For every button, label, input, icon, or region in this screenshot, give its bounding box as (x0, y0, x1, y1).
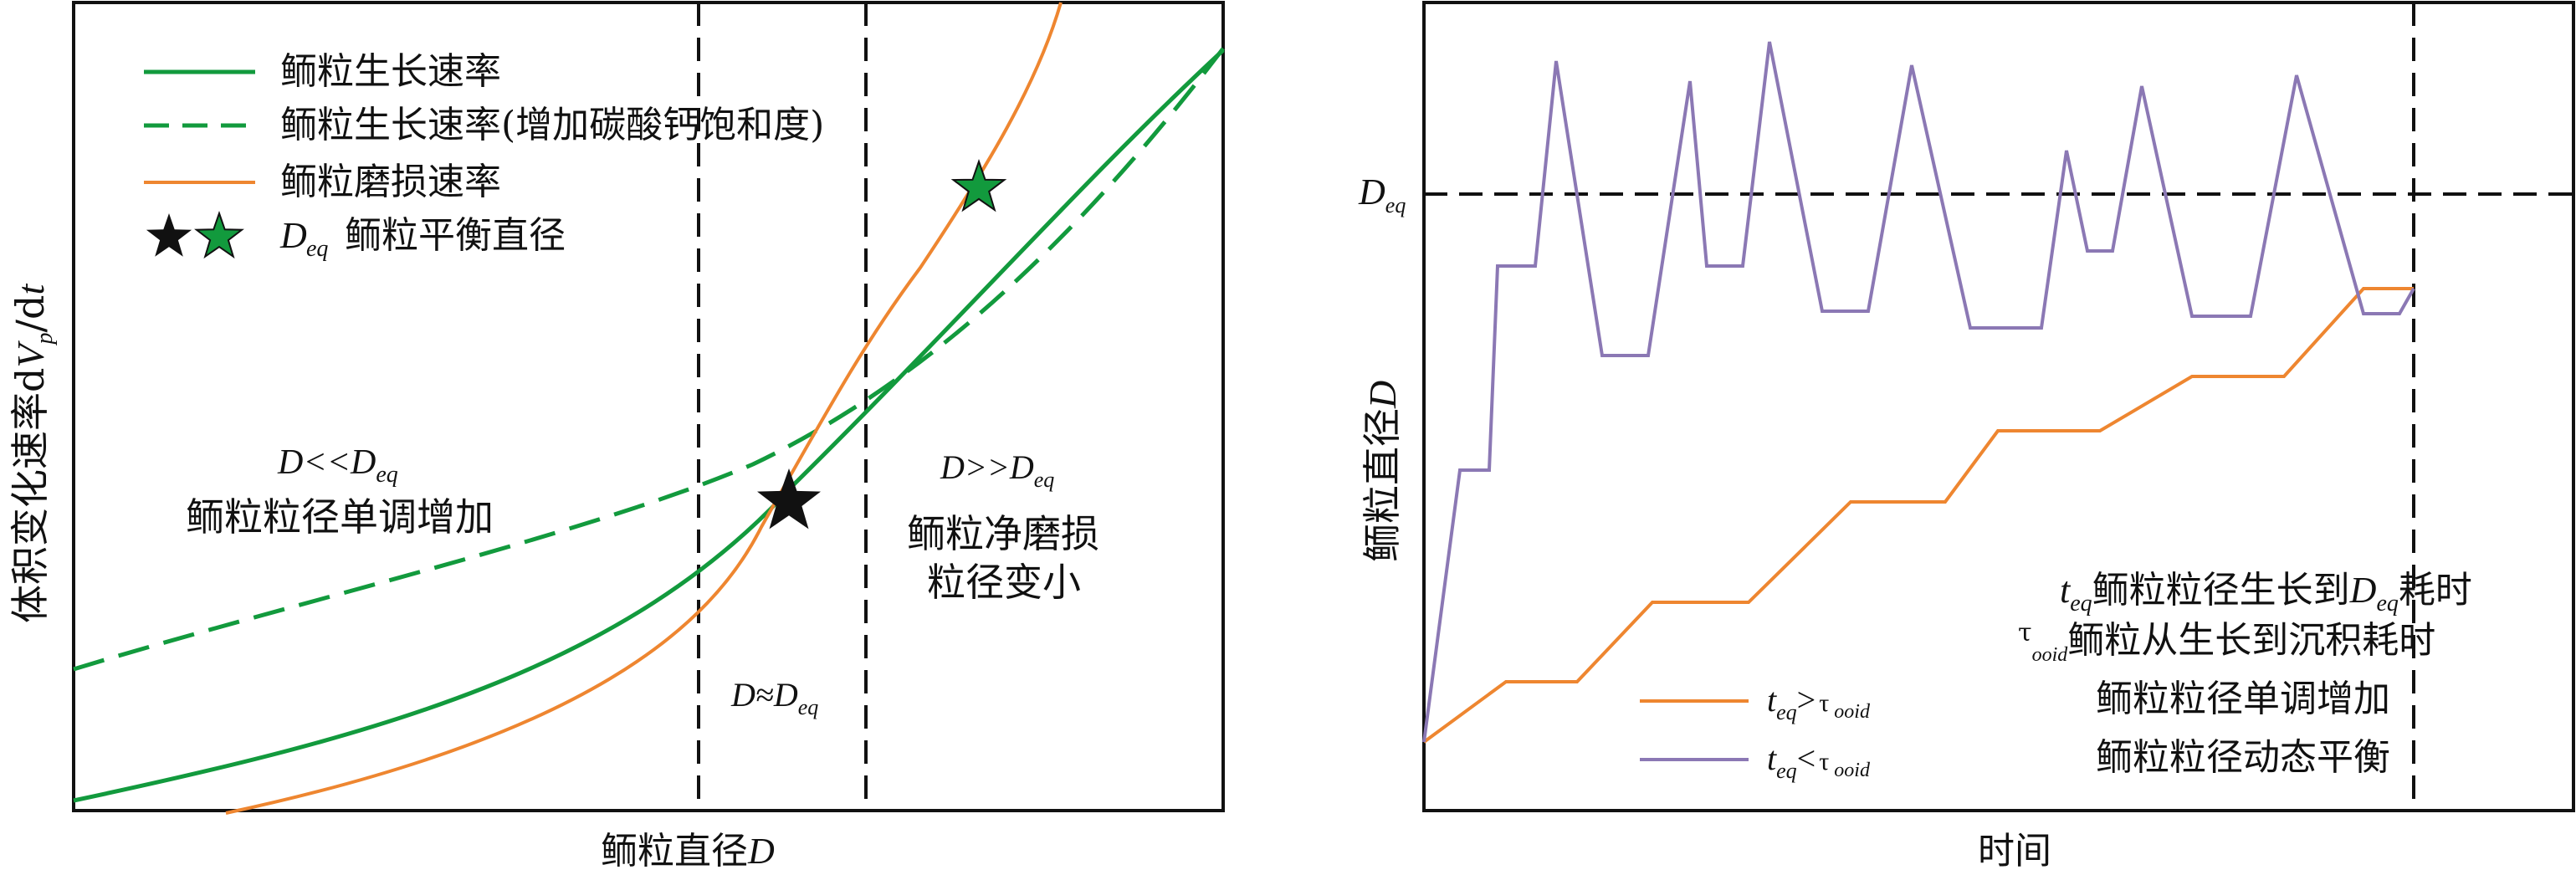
purple-diameter-curve (1422, 41, 2415, 743)
right-x-axis-label: 时间 (1978, 830, 2051, 872)
deq-label: Deq (1358, 171, 1406, 217)
legend-abrasion-label: 鲕粒磨损速率 (280, 161, 501, 203)
legend-deq-var: D (279, 215, 307, 256)
right-panel-frame (1422, 1, 2575, 812)
legend-star-green (194, 210, 244, 259)
legend-orange-desc: 鲕粒粒径单调增加 (2096, 678, 2390, 720)
legend-orange-cond: teq> τ ooid (1767, 681, 1871, 724)
left-legend: 鲕粒生长速率 鲕粒生长速率(增加碳酸钙饱和度) 鲕粒磨损速率 D eq 鲕粒平衡… (144, 50, 824, 262)
right-legend: teq> τ ooid 鲕粒粒径单调增加 teq< τ ooid 鲕粒粒径动态平衡 (1640, 678, 2390, 783)
annotation-tau: τooid鲕粒从生长到沉积耗时 (2018, 618, 2435, 666)
region-mid-cond: D≈Deq (730, 676, 818, 719)
legend-star-black (146, 213, 192, 257)
left-panel: 鲕粒生长速率 鲕粒生长速率(增加碳酸钙饱和度) 鲕粒磨损速率 D eq 鲕粒平衡… (8, 1, 1225, 872)
legend-deq-sub: eq (306, 236, 328, 262)
region-right-desc-1: 鲕粒净磨损 (907, 511, 1099, 556)
region-left-desc: 鲕粒粒径单调增加 (186, 494, 494, 540)
abrasion-curve (225, 2, 1063, 815)
region-right-text: D>>Deq 鲕粒净磨损 粒径变小 (907, 448, 1099, 605)
right-panel: Deq teq鲕粒粒径生长到Deq耗时 τooid鲕粒从生长到沉积耗时 teq>… (1358, 1, 2575, 872)
growth-curve (73, 49, 1225, 803)
legend-purple-cond: teq< τ ooid (1767, 739, 1871, 783)
region-left-text: D<<Deq 鲕粒粒径单调增加 (186, 443, 494, 540)
legend-growth-increased-label: 鲕粒生长速率(增加碳酸钙饱和度) (280, 104, 824, 146)
right-y-axis-label: 鲕粒直径D (1360, 381, 1405, 562)
legend-equilibrium-label: 鲕粒平衡直径 (345, 214, 566, 257)
equilibrium-star-black (757, 468, 821, 530)
growth-increased-curve (73, 47, 1225, 672)
equilibrium-star-green (950, 158, 1007, 212)
left-x-axis-label: 鲕粒直径D (601, 830, 775, 872)
orange-diameter-curve (1422, 287, 2414, 744)
annotation-teq: teq鲕粒粒径生长到Deq耗时 (2060, 569, 2472, 617)
region-mid-text: D≈Deq (730, 676, 818, 719)
legend-growth-label: 鲕粒生长速率 (280, 50, 501, 93)
legend-purple-desc: 鲕粒粒径动态平衡 (2096, 736, 2390, 779)
region-right-desc-2: 粒径变小 (927, 560, 1081, 605)
region-left-cond: D<<Deq (277, 443, 398, 488)
left-panel-frame (72, 1, 1225, 812)
left-y-axis-label: 体积变化速率dVp/dt (8, 283, 58, 623)
region-right-cond: D>>Deq (940, 448, 1054, 492)
